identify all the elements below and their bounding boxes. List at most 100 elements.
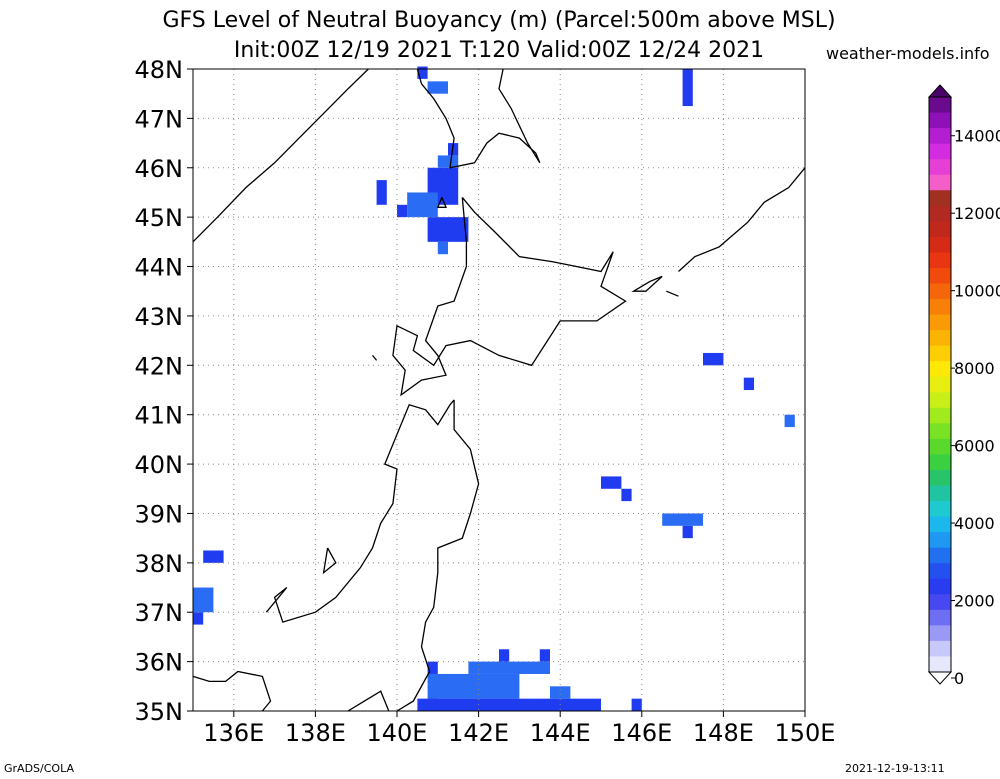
field-cell: [621, 488, 632, 502]
coastline: [265, 399, 455, 623]
field-cell: [417, 66, 428, 79]
colorbar-label: 0: [954, 669, 964, 688]
map-title-line1: GFS Level of Neutral Buoyancy (m) (Parce…: [162, 8, 836, 33]
footer-timestamp: 2021-12-19-13:11: [845, 762, 945, 775]
lat-tick-label: 48N: [135, 56, 184, 84]
colorbar-segment: [929, 454, 951, 471]
colorbar-segment: [929, 112, 951, 129]
field-cell: [662, 513, 703, 526]
colorbar-segment: [929, 190, 951, 207]
colorbar-segment: [929, 609, 951, 626]
colorbar-label: 14000: [954, 127, 1000, 146]
colorbar-segment: [929, 174, 951, 191]
colorbar-segment: [929, 516, 951, 533]
coastline: [396, 399, 480, 712]
colorbar: 14000 12000 10000 8000 6000 4000 2000 0: [927, 84, 1000, 688]
colorbar-segment: [929, 547, 951, 564]
field-cell: [193, 612, 204, 625]
colorbar-segment: [929, 361, 951, 378]
lon-tick-label: 146E: [611, 719, 672, 747]
field-cell: [682, 69, 693, 107]
coastline: [416, 68, 541, 169]
field-cell: [468, 661, 550, 674]
field-cell: [743, 377, 754, 390]
map-frame: [192, 68, 806, 712]
colorbar-segment: [929, 236, 951, 253]
field-cell: [437, 241, 448, 255]
lat-tick-label: 45N: [135, 204, 184, 232]
colorbar-segment: [929, 438, 951, 455]
lon-tick-label: 150E: [775, 719, 836, 747]
field-cell: [784, 414, 795, 428]
site-label: weather-models.info: [826, 44, 990, 63]
colorbar-label: 12000: [954, 204, 1000, 223]
lat-tick-label: 41N: [135, 402, 184, 430]
lon-tick-label: 136E: [203, 719, 264, 747]
coastline: [192, 670, 272, 712]
field-cell: [203, 550, 224, 563]
colorbar-segment: [929, 205, 951, 222]
field-cell: [550, 686, 571, 699]
colorbar-segment: [929, 563, 951, 580]
lon-tick-label: 142E: [448, 719, 509, 747]
field-cell: [437, 155, 459, 168]
coastline: [392, 196, 627, 397]
tick-layer: 136E 138E 140E 142E 144E 146E 148E 150E 48N 47N 46…: [135, 56, 836, 747]
colorbar-segment: [929, 485, 951, 502]
coastline: [322, 547, 337, 575]
coastline: [631, 275, 663, 292]
field-cell: [499, 649, 510, 662]
colorbar-segment: [929, 252, 951, 269]
colorbar-segment: [929, 159, 951, 176]
colorbar-segment: [929, 656, 951, 673]
colorbar-bottom-arrow: [927, 671, 953, 685]
colorbar-segment: [929, 221, 951, 238]
colorbar-frame: [928, 96, 952, 673]
colorbar-segment: [929, 501, 951, 518]
coastline: [371, 354, 378, 361]
colorbar-segment: [929, 314, 951, 331]
lat-tick-label: 36N: [135, 649, 184, 677]
field-cell: [376, 180, 387, 205]
lon-tick-label: 138E: [285, 719, 346, 747]
colorbar-segment: [929, 625, 951, 642]
colorbar-segment: [929, 299, 951, 316]
colorbar-label: 6000: [954, 437, 995, 456]
footer-software-label: GrADS/COLA: [4, 762, 74, 775]
field-cell: [631, 698, 642, 711]
colorbar-segment: [929, 143, 951, 160]
field-cell: [601, 476, 622, 489]
field-cell: [539, 649, 550, 662]
lat-tick-label: 40N: [135, 451, 184, 479]
coastline-layer: [192, 68, 806, 712]
field-cell: [427, 217, 469, 242]
field-cell: [427, 661, 438, 674]
lon-tick-label: 148E: [693, 719, 754, 747]
colorbar-segment: [929, 345, 951, 362]
colorbar-segment: [929, 376, 951, 393]
map-title-line2: Init:00Z 12/19 2021 T:120 Valid:00Z 12/2…: [233, 38, 765, 63]
coastline: [347, 690, 390, 712]
colorbar-segment: [929, 423, 951, 440]
colorbar-label: 4000: [954, 514, 995, 533]
colorbar-segment: [929, 97, 951, 114]
colorbar-segment: [929, 469, 951, 487]
lat-tick-label: 37N: [135, 599, 184, 627]
coastline: [666, 290, 679, 297]
field-cell: [427, 81, 448, 94]
lat-tick-label: 42N: [135, 352, 184, 380]
colorbar-segment: [929, 267, 951, 284]
lat-tick-label: 46N: [135, 155, 184, 183]
field-cell: [427, 698, 601, 711]
lat-tick-label: 43N: [135, 303, 184, 331]
colorbar-label: 8000: [954, 359, 995, 378]
lat-tick-label: 44N: [135, 254, 184, 282]
colorbar-segment: [929, 407, 951, 424]
coastline: [436, 197, 447, 208]
colorbar-label: 2000: [954, 592, 995, 611]
lat-tick-label: 39N: [135, 500, 184, 528]
lon-tick-label: 140E: [367, 719, 428, 747]
lat-tick-label: 47N: [135, 105, 184, 133]
colorbar-segment: [929, 532, 951, 549]
lat-tick-label: 38N: [135, 550, 184, 578]
